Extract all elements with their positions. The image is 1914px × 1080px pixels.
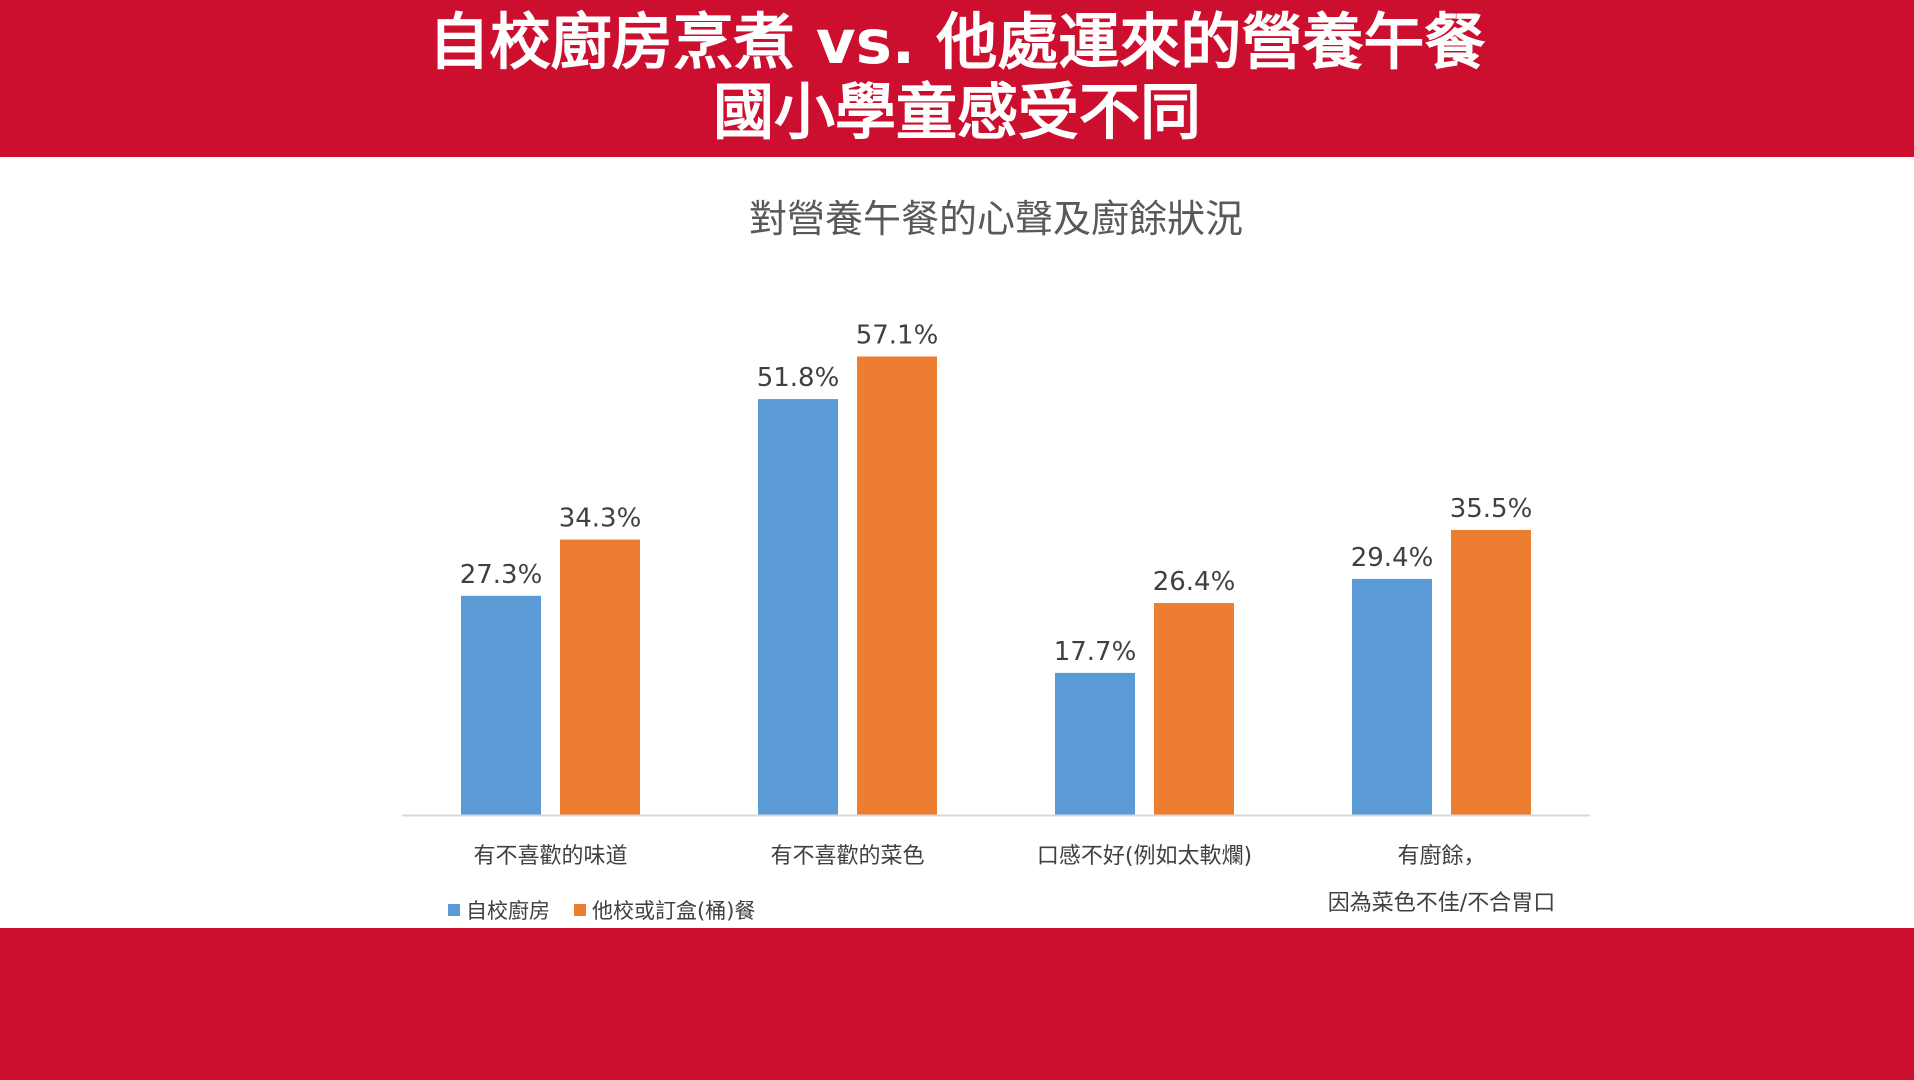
legend-swatch-series-2 <box>574 904 586 916</box>
bar-series-2-cat-1 <box>560 539 640 815</box>
legend-item-series-1: 自校廚房 <box>448 895 550 925</box>
bar-series-2-cat-2 <box>857 356 937 815</box>
bar-series-1-cat-3 <box>1055 672 1135 815</box>
data-label-series-1-cat-3: 17.7% <box>1054 637 1137 667</box>
data-label-series-1-cat-2: 51.8% <box>757 363 840 393</box>
bar-series-2-cat-3 <box>1154 603 1234 815</box>
data-label-series-2-cat-3: 26.4% <box>1153 567 1236 597</box>
bar-series-2-cat-4 <box>1451 529 1531 815</box>
data-label-series-2-cat-1: 34.3% <box>559 504 642 534</box>
bar-series-1-cat-2 <box>758 399 838 815</box>
top-banner <box>0 0 1914 157</box>
category-label-2-line-1: 有不喜歡的菜色 <box>770 844 924 869</box>
data-label-series-2-cat-4: 35.5% <box>1450 494 1533 524</box>
legend-item-series-2: 他校或訂盒(桶)餐 <box>574 895 755 925</box>
bar-series-1-cat-1 <box>461 595 541 815</box>
legend-label-series-1: 自校廚房 <box>466 899 550 923</box>
category-label-4-line-2: 因為菜色不佳/不合胃口 <box>1328 891 1555 916</box>
data-label-series-2-cat-2: 57.1% <box>856 320 939 350</box>
bottom-banner <box>0 928 1914 1080</box>
category-label-3-line-1: 口感不好(例如太軟爛) <box>1037 844 1252 869</box>
legend-swatch-series-1 <box>448 904 460 916</box>
slide-title-line-2: 國小學童感受不同 <box>712 77 1201 148</box>
data-label-series-1-cat-4: 29.4% <box>1351 543 1434 573</box>
chart-title: 對營養午餐的心聲及廚餘狀況 <box>748 197 1243 241</box>
category-label-4-line-1: 有廚餘， <box>1397 844 1485 869</box>
bar-series-1-cat-4 <box>1352 578 1432 815</box>
legend-label-series-2: 他校或訂盒(桶)餐 <box>592 899 756 923</box>
legend: 自校廚房 他校或訂盒(桶)餐 <box>448 895 755 925</box>
slide-title: 自校廚房烹煮 vs. 他處運來的營養午餐 國小學童感受不同 <box>0 8 1914 148</box>
data-label-series-1-cat-1: 27.3% <box>460 560 543 590</box>
slide-title-line-1: 自校廚房烹煮 vs. 他處運來的營養午餐 <box>428 7 1486 78</box>
category-label-1-line-1: 有不喜歡的味道 <box>473 844 627 869</box>
